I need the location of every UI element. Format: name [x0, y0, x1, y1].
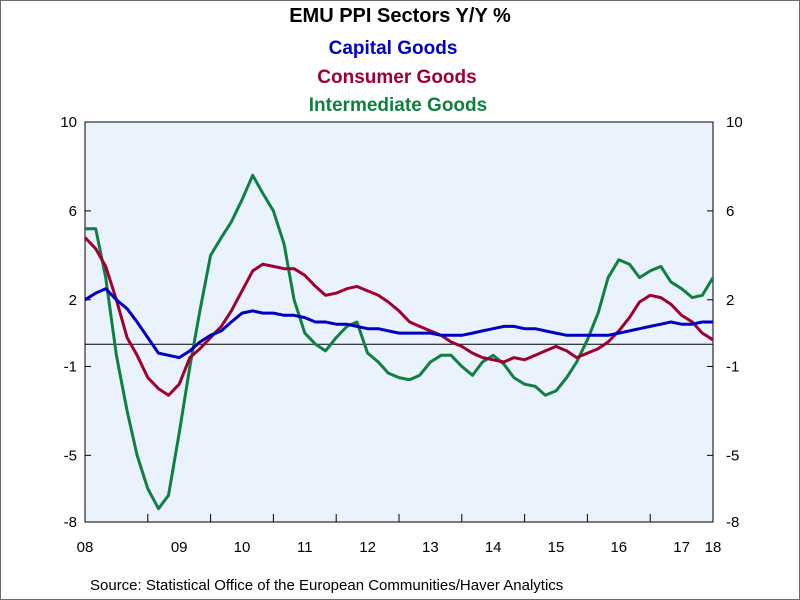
y-tick-label-right: -1	[726, 358, 739, 375]
x-tick-label: 17	[673, 539, 690, 556]
y-tick-label-right: -5	[726, 447, 739, 464]
axes-group: 10 106 62 2-1 -1-5 -5-8 -808 09 10 11 12 13 14 15 16 17…	[60, 114, 742, 556]
legend-consumer-goods: Consumer Goods	[317, 67, 476, 88]
series-line-capital-goods	[84, 287, 713, 360]
x-tick-label: 15	[548, 539, 565, 556]
y-tick-label-left: 6	[69, 203, 77, 220]
x-tick-label: 11	[297, 539, 313, 556]
y-tick-label-left: 10	[60, 114, 77, 131]
x-tick-label: 09	[171, 539, 188, 556]
source-note: Source: Statistical Office of the Europe…	[90, 577, 563, 594]
x-tick-label: 16	[610, 539, 627, 556]
x-tick-label: 12	[359, 539, 376, 556]
y-tick-label-left: -1	[64, 358, 77, 375]
plot-area	[84, 121, 714, 523]
y-tick-label-left: 2	[69, 292, 77, 309]
x-tick-label: 08	[77, 539, 94, 556]
x-tick-label: 10	[234, 539, 251, 556]
x-tick-label: 13	[422, 539, 439, 556]
series-line-intermediate-goods	[85, 173, 715, 511]
x-tick-label: 14	[485, 539, 502, 556]
y-tick-label-right: 2	[726, 292, 734, 309]
series-layer	[83, 173, 715, 511]
series-line-consumer-goods	[83, 236, 714, 397]
legend-intermediate-goods: Intermediate Goods	[309, 95, 487, 116]
y-tick-label-right: -8	[726, 514, 739, 531]
y-tick-label-right: 10	[726, 114, 743, 131]
x-tick-label: 18	[705, 539, 722, 556]
legend-capital-goods: Capital Goods	[329, 38, 458, 59]
chart-title: EMU PPI Sectors Y/Y %	[289, 5, 511, 27]
y-tick-label-right: 6	[726, 203, 734, 220]
y-tick-label-left: -8	[64, 514, 77, 531]
y-tick-label-left: -5	[64, 447, 77, 464]
